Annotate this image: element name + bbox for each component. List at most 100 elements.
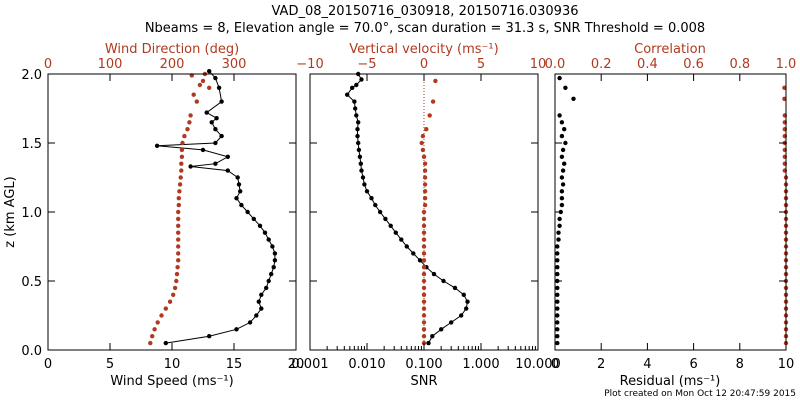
- wind-series-1-point-13: [176, 251, 181, 256]
- residual-series-0-point-32: [559, 120, 565, 125]
- residual-bottom-tick-label-1: 2: [597, 357, 605, 372]
- wind-series-0-point-10: [269, 271, 274, 277]
- wind-series-0-point-20: [239, 202, 244, 208]
- residual-series-0-point-25: [560, 168, 566, 173]
- snr-series-0-point-20: [373, 202, 378, 208]
- wind-series-1-point-30: [182, 133, 187, 139]
- snr-series-1-point-20: [422, 202, 428, 208]
- wind-series-1-point-28: [179, 147, 185, 153]
- snr-series-0-point-32: [356, 120, 361, 125]
- wind-bottom-tick-label-1: 5: [106, 357, 114, 372]
- wind-series-0-point-12: [272, 258, 278, 263]
- wind-series-1-point-37: [197, 82, 203, 88]
- wind-series-0-point-31: [213, 140, 218, 146]
- residual-series-0-point-23: [560, 182, 566, 187]
- wind-series-0-point-1: [207, 334, 212, 339]
- residual-series-0-point-7: [555, 292, 560, 297]
- snr-series-0-point-25: [359, 168, 364, 173]
- wind-series-0-point-17: [257, 223, 263, 228]
- snr-top-tick-label-2: 0: [420, 57, 428, 72]
- residual-series-0-point-6: [555, 299, 560, 304]
- snr-series-0-point-4: [459, 313, 464, 318]
- residual-top-tick-label-5: 1.0: [776, 57, 797, 72]
- snr-bottom-tick-label-4: 10.000: [515, 357, 561, 372]
- wind-series-0-point-39: [213, 75, 218, 81]
- wind-series-0-point-40: [207, 69, 212, 74]
- snr-series-0-point-34: [353, 106, 358, 111]
- wind-series-1-point-4: [159, 313, 164, 318]
- snr-series-0-point-17: [388, 223, 393, 228]
- wind-series-0-point-2: [234, 327, 239, 332]
- snr-series-1-point-18: [421, 216, 427, 222]
- residual-bottom-tick-label-5: 10: [778, 357, 795, 372]
- residual-series-0-point-2: [555, 327, 560, 332]
- panel-wind-frame: [47, 73, 297, 351]
- residual-series-0-point-21: [559, 196, 565, 201]
- wind-top-tick-label-0: 0: [44, 57, 52, 72]
- wind-series-1-point-3: [155, 320, 160, 325]
- wind-series-0-point-28: [225, 154, 230, 159]
- wind-series-1-point-27: [179, 154, 185, 159]
- snr-series-0-point-37: [350, 85, 355, 91]
- residual-series-0-point-33: [557, 113, 562, 118]
- snr-series-0-point-38: [354, 82, 359, 88]
- wind-top-tick-label-3: 300: [222, 57, 247, 72]
- snr-series-1-point-1: [421, 334, 427, 339]
- residual-top-tick-label-1: 0.2: [591, 57, 612, 72]
- panel-snr-bottom-axis-label: SNR: [410, 374, 437, 389]
- wind-series-0-point-4: [254, 313, 259, 318]
- wind-bottom-tick-label-0: 0: [44, 357, 52, 372]
- residual-series-0-point-30: [559, 133, 565, 139]
- wind-series-0-point-24: [235, 175, 240, 180]
- snr-top-tick-label-1: −5: [357, 57, 376, 72]
- snr-series-1-point-17: [421, 223, 427, 228]
- wind-series-0-point-25: [225, 168, 230, 173]
- panel-residual-axes: 0 2 4 6 8 10 0.0 0.2 0.4 0.6 0.8 1.0: [545, 57, 797, 372]
- figure-title-line2: Nbeams = 8, Elevation angle = 70.0°, sca…: [145, 21, 705, 36]
- wind-series-1-point-24: [178, 175, 183, 180]
- wind-top-tick-label-2: 200: [160, 57, 185, 72]
- panel-wind-marks: [148, 69, 278, 346]
- residual-series-0-point-29: [563, 140, 568, 146]
- panel-snr-marks: [345, 71, 470, 350]
- wind-series-1-point-9: [174, 278, 179, 284]
- snr-series-0-point-35: [352, 99, 357, 104]
- wind-series-0-point-7: [259, 292, 264, 297]
- panel-snr: 0.001 0.010 0.100 1.000 10.000 −10 −5 0 5 10 Vert…: [291, 42, 560, 389]
- snr-series-1-point-12: [421, 258, 427, 263]
- snr-series-1-point-27: [421, 154, 427, 159]
- wind-series-1-point-11: [175, 265, 180, 270]
- wind-series-1-point-26: [179, 161, 184, 166]
- snr-series-0-line: [346, 73, 469, 344]
- snr-series-0-point-14: [404, 244, 409, 249]
- wind-series-1-point-15: [176, 237, 181, 242]
- wind-series-1-point-1: [150, 334, 155, 339]
- snr-series-0-point-6: [465, 299, 470, 304]
- wind-series-1-point-0: [148, 340, 153, 346]
- snr-series-0-point-27: [357, 154, 363, 159]
- panel-snr-top-axis-label: Vertical velocity (ms⁻¹): [349, 42, 498, 57]
- snr-series-1-point-26: [422, 161, 428, 166]
- wind-series-0-point-14: [270, 244, 275, 249]
- panel-residual-bottom-axis-label: Residual (ms⁻¹): [620, 374, 721, 389]
- wind-series-0-point-8: [264, 285, 269, 291]
- snr-series-1-point-5: [421, 306, 427, 311]
- residual-series-0-point-34: [571, 96, 576, 102]
- snr-series-0-point-22: [364, 189, 370, 194]
- snr-series-1-point-2: [421, 327, 427, 332]
- snr-bottom-tick-label-1: 0.010: [348, 357, 385, 372]
- snr-series-0-point-29: [356, 140, 361, 146]
- residual-series-0-point-10: [555, 271, 560, 277]
- snr-series-0-point-23: [362, 182, 367, 187]
- panel-wind-top-axis-label: Wind Direction (deg): [105, 42, 239, 57]
- wind-series-1-point-23: [177, 182, 183, 187]
- wind-series-0-point-32: [219, 133, 224, 139]
- residual-series-0-point-15: [556, 237, 561, 242]
- wind-series-1-point-29: [180, 140, 185, 146]
- snr-series-1-point-4: [421, 313, 427, 318]
- residual-series-0-point-8: [555, 285, 560, 291]
- residual-series-0-point-35: [563, 85, 568, 91]
- snr-series-0-point-19: [377, 209, 383, 215]
- snr-series-0-point-5: [464, 306, 469, 311]
